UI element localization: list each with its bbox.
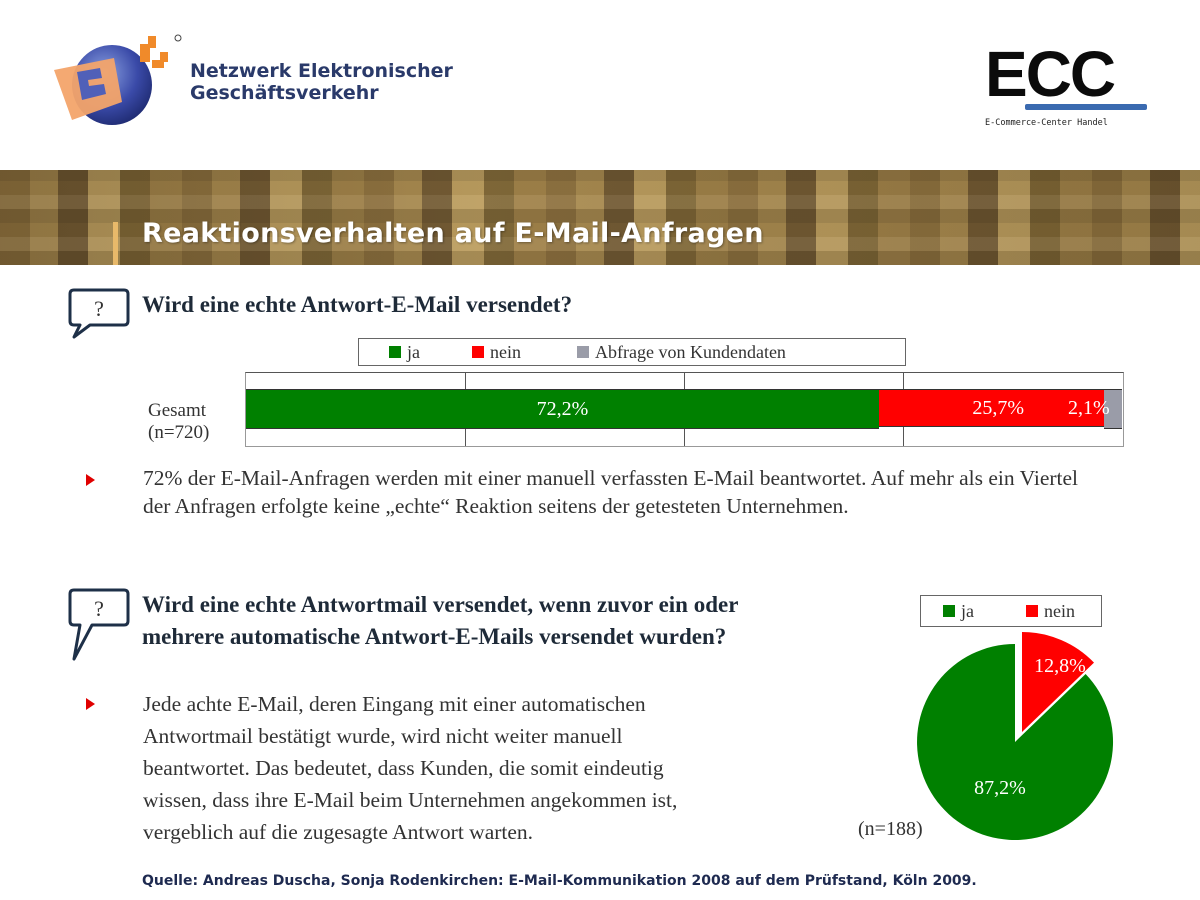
pie-slice-nein bbox=[1022, 632, 1094, 732]
legend-swatch-ja bbox=[389, 346, 401, 358]
legend-item-nein: nein bbox=[472, 342, 521, 363]
legend-item-ja: ja bbox=[389, 342, 420, 363]
banner-accent-bar bbox=[113, 222, 118, 265]
bar-segment-ja: 72,2% bbox=[246, 389, 879, 429]
question-bubble-icon: ? bbox=[68, 587, 130, 668]
bullet-text-2: Jede achte E-Mail, deren Eingang mit ein… bbox=[143, 692, 678, 844]
neg-logo-text: Netzwerk Elektronischer Geschäftsverkehr bbox=[190, 60, 453, 104]
svg-text:?: ? bbox=[94, 296, 104, 321]
pie-label-nein: 12,8% bbox=[1034, 655, 1086, 677]
bullet-arrow-icon bbox=[86, 474, 95, 486]
title-banner: Reaktionsverhalten auf E-Mail-Anfragen bbox=[0, 170, 1200, 265]
ecc-logo-subtitle: E-Commerce-Center Handel bbox=[985, 118, 1108, 128]
legend-item-nein: nein bbox=[1026, 601, 1075, 622]
legend-item-abfrage: Abfrage von Kundendaten bbox=[577, 342, 786, 363]
bar-label-abfrage: 2,1% bbox=[1068, 397, 1110, 419]
stacked-bar-plot: 72,2% 25,7% 2,1% bbox=[245, 372, 1124, 447]
pie-label-ja: 87,2% bbox=[974, 777, 1026, 799]
pie-slice-ja bbox=[917, 644, 1114, 840]
legend-swatch-nein bbox=[472, 346, 484, 358]
bar-segment-nein: 25,7% bbox=[879, 389, 1104, 427]
question-bubble-icon: ? bbox=[68, 287, 130, 348]
ecc-swoosh-icon bbox=[1025, 104, 1147, 110]
source-citation: Quelle: Andreas Duscha, Sonja Rodenkirch… bbox=[142, 873, 977, 889]
neg-logo-line1: Netzwerk Elektronischer bbox=[190, 60, 453, 82]
bar-category-label: Gesamt (n=720) bbox=[148, 400, 210, 443]
question-2: Wird eine echte Antwortmail versendet, w… bbox=[142, 592, 739, 649]
bar-chart-legend: ja nein Abfrage von Kundendaten bbox=[358, 338, 906, 366]
ecc-logo-letters: ECC bbox=[985, 38, 1116, 110]
bullet-arrow-icon bbox=[86, 698, 95, 710]
bar-segment-abfrage bbox=[1104, 389, 1122, 429]
legend-item-ja: ja bbox=[943, 601, 974, 622]
ecc-logo: ECC E-Commerce-Center Handel bbox=[985, 42, 1155, 132]
legend-swatch-ja bbox=[943, 605, 955, 617]
pie-chart-legend: ja nein bbox=[920, 595, 1102, 627]
page-title: Reaktionsverhalten auf E-Mail-Anfragen bbox=[142, 218, 764, 249]
neg-logo bbox=[52, 30, 182, 130]
svg-text:?: ? bbox=[94, 596, 104, 621]
bullet-text-1: 72% der E-Mail-Anfragen werden mit einer… bbox=[143, 466, 1079, 518]
pie-sample-size: (n=188) bbox=[858, 818, 923, 840]
legend-swatch-nein bbox=[1026, 605, 1038, 617]
neg-logo-line2: Geschäftsverkehr bbox=[190, 82, 379, 104]
legend-swatch-abfrage bbox=[577, 346, 589, 358]
pie-chart: 12,8% 87,2% bbox=[910, 630, 1120, 845]
globe-icon bbox=[54, 34, 182, 125]
question-1: Wird eine echte Antwort-E-Mail versendet… bbox=[142, 292, 573, 317]
